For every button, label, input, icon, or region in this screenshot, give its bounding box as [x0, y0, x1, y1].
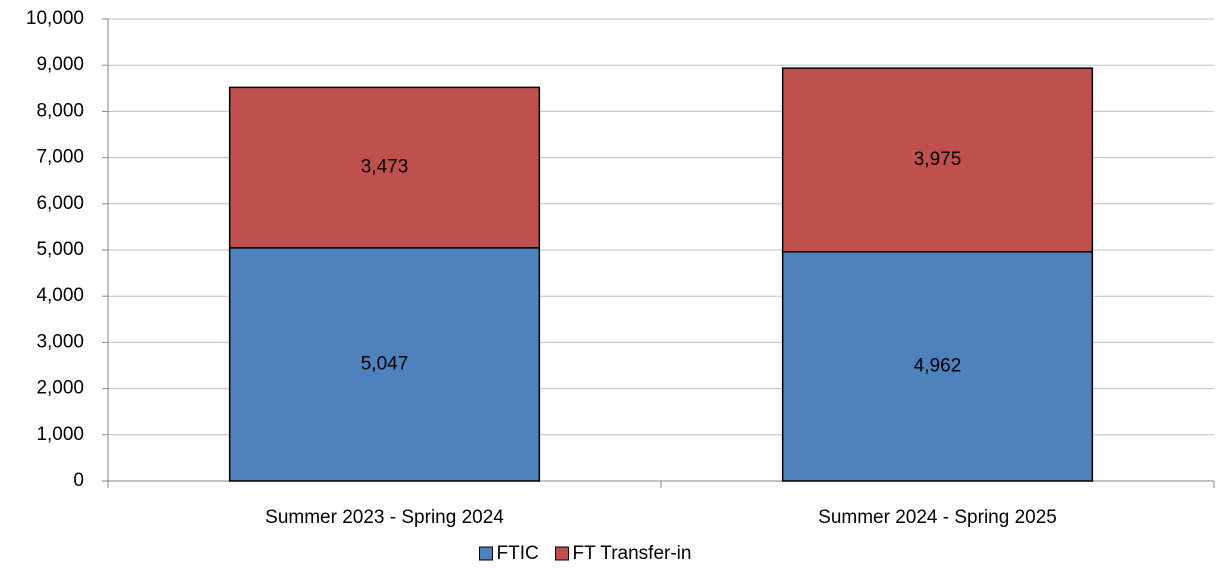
data-label: 3,975 [914, 149, 962, 170]
bar-segment [781, 67, 1094, 253]
legend-swatch [479, 546, 493, 561]
y-tick-label: 3,000 [36, 331, 84, 352]
bar-segment [781, 251, 1094, 482]
y-tick-label: 5,000 [36, 239, 84, 260]
y-tick-label: 4,000 [36, 285, 84, 306]
y-tick-label: 7,000 [36, 147, 84, 168]
data-label: 4,962 [914, 355, 962, 376]
data-label: 3,473 [361, 157, 409, 178]
legend-swatch [555, 546, 569, 561]
y-tick-label: 2,000 [36, 378, 84, 399]
y-tick-label: 1,000 [36, 424, 84, 445]
y-tick-label: 0 [73, 470, 84, 491]
y-tick-label: 10,000 [26, 8, 84, 29]
y-tick-label: 9,000 [36, 54, 84, 75]
legend-label: FTIC [497, 543, 539, 564]
x-tick-label: Summer 2023 - Spring 2024 [265, 507, 504, 528]
bar-segment [228, 247, 541, 482]
legend-label: FT Transfer-in [573, 543, 692, 564]
bar-segment [228, 86, 541, 249]
x-tick-label: Summer 2024 - Spring 2025 [818, 507, 1057, 528]
y-tick-label: 8,000 [36, 100, 84, 121]
data-label: 5,047 [361, 353, 409, 374]
y-tick-label: 6,000 [36, 193, 84, 214]
